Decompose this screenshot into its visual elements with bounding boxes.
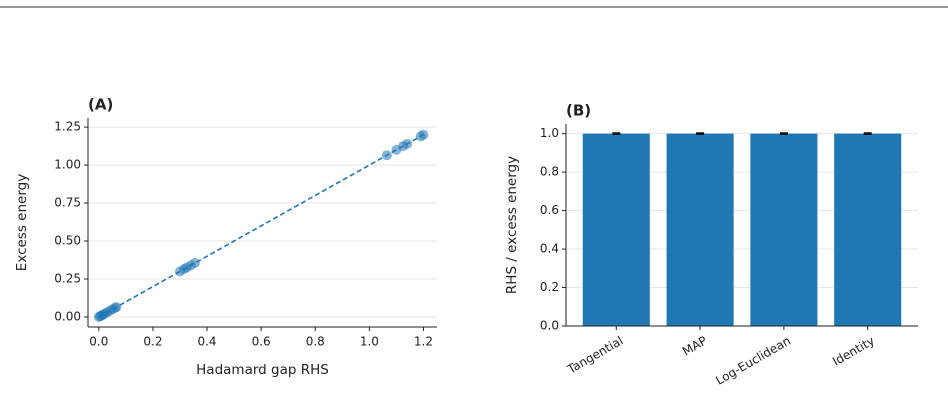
x-tick-label: Log-Euclidean	[713, 334, 793, 388]
error-bar	[696, 132, 705, 135]
fit-line	[98, 134, 424, 318]
y-tick-label: 0.0	[540, 319, 559, 333]
y-tick-label: 0.00	[54, 309, 81, 323]
error-bar	[863, 132, 872, 135]
y-tick-label: 1.25	[54, 120, 81, 134]
x-tick-label: 0.2	[143, 335, 162, 349]
x-tick-label: 1.2	[414, 335, 433, 349]
x-tick-label: 1.0	[360, 335, 379, 349]
x-tick-label: Tangential	[564, 334, 625, 377]
y-axis-label: Excess energy	[14, 174, 30, 271]
y-tick-label: 1.00	[54, 158, 81, 172]
chart-title: (B)	[566, 102, 591, 120]
y-tick-label: 0.75	[54, 196, 81, 210]
point	[189, 258, 200, 269]
y-tick-label: 0.8	[540, 165, 559, 179]
x-tick-label: 0.6	[252, 335, 271, 349]
bar	[582, 133, 650, 326]
bar	[834, 133, 902, 326]
error-bar	[779, 132, 788, 135]
x-axis-label: Hadamard gap RHS	[196, 362, 329, 378]
y-tick-label: 0.4	[540, 242, 559, 256]
y-axis-label: RHS / excess energy	[504, 156, 520, 294]
x-tick-label: MAP	[680, 334, 709, 359]
x-tick-label: 0.4	[197, 335, 216, 349]
x-tick-label: 0.0	[89, 335, 108, 349]
x-tick-label: Identity	[830, 334, 877, 369]
y-tick-label: 0.25	[54, 272, 81, 286]
x-tick-label: 0.8	[306, 335, 325, 349]
y-tick-label: 0.2	[540, 280, 559, 294]
y-tick-label: 1.0	[540, 126, 559, 140]
y-tick-label: 0.6	[540, 203, 559, 217]
bar	[666, 133, 734, 326]
y-tick-label: 0.50	[54, 234, 81, 248]
error-bar	[612, 132, 621, 135]
chart-title: (A)	[88, 96, 113, 114]
bar	[750, 133, 818, 326]
